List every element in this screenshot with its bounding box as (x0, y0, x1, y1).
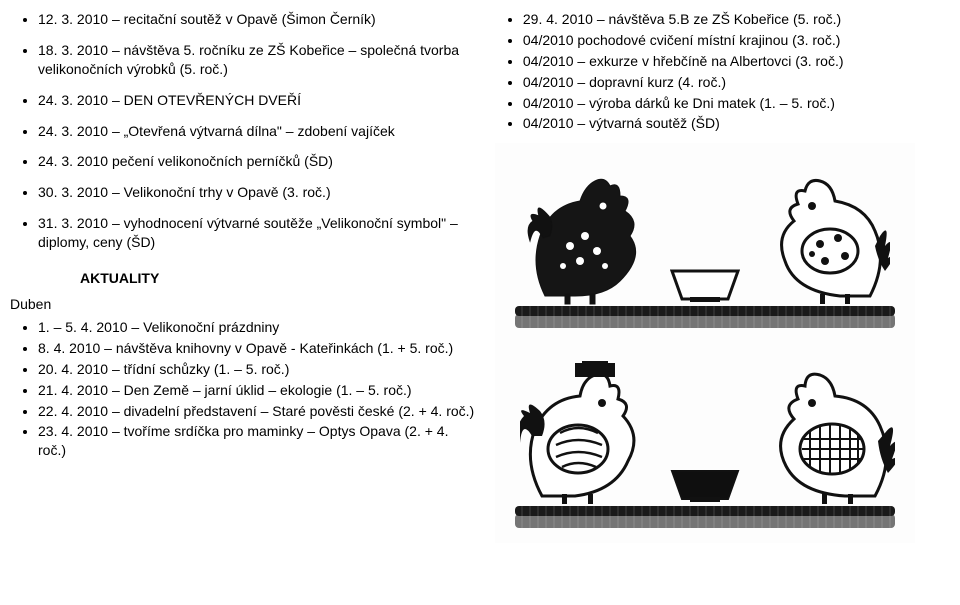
list-item: 24. 3. 2010 – „Otevřená výtvarná dílna" … (38, 122, 475, 141)
list-item: 29. 4. 2010 – návštěva 5.B ze ZŠ Kobeřic… (523, 10, 940, 29)
list-item: 04/2010 – výroba dárků ke Dni matek (1. … (523, 94, 940, 113)
list-item: 12. 3. 2010 – recitační soutěž v Opavě (… (38, 10, 475, 29)
list-item: 21. 4. 2010 – Den Země – jarní úklid – e… (38, 381, 475, 400)
list-item: 24. 3. 2010 pečení velikonočních perníčk… (38, 152, 475, 171)
list-item: 04/2010 pochodové cvičení místní krajino… (523, 31, 940, 50)
bowl-icon (670, 269, 740, 304)
hen-icon (750, 361, 895, 506)
list-item: 31. 3. 2010 – vyhodnocení výtvarné soutě… (38, 214, 475, 252)
list-item: 04/2010 – exkurze v hřebčíně na Albertov… (523, 52, 940, 71)
hen-icon (750, 166, 890, 306)
list-item: 1. – 5. 4. 2010 – Velikonoční prázdniny (38, 318, 475, 337)
left-list-1: 12. 3. 2010 – recitační soutěž v Opavě (… (10, 10, 475, 252)
list-item: 22. 4. 2010 – divadelní představení – St… (38, 402, 475, 421)
list-item: 04/2010 – výtvarná soutěž (ŠD) (523, 114, 940, 133)
base-bar-shadow (515, 314, 895, 328)
right-list: 29. 4. 2010 – návštěva 5.B ze ZŠ Kobeřic… (495, 10, 940, 133)
rooster-icon (520, 361, 655, 506)
list-item: 24. 3. 2010 – DEN OTEVŘENÝCH DVEŘÍ (38, 91, 475, 110)
list-item: 8. 4. 2010 – návštěva knihovny v Opavě -… (38, 339, 475, 358)
aktuality-heading: AKTUALITY (80, 270, 475, 286)
list-item: 04/2010 – dopravní kurz (4. roč.) (523, 73, 940, 92)
bowl-icon (670, 469, 740, 504)
list-item: 23. 4. 2010 – tvoříme srdíčka pro mamink… (38, 422, 475, 460)
rooster-icon (525, 166, 655, 306)
page: 12. 3. 2010 – recitační soutěž v Opavě (… (0, 0, 960, 605)
base-bar-shadow (515, 514, 895, 528)
list-item: 30. 3. 2010 – Velikonoční trhy v Opavě (… (38, 183, 475, 202)
left-column: 12. 3. 2010 – recitační soutěž v Opavě (… (10, 10, 495, 595)
right-column: 29. 4. 2010 – návštěva 5.B ze ZŠ Kobeřic… (495, 10, 940, 595)
duben-label: Duben (10, 296, 475, 312)
bird-row-bottom (515, 358, 895, 528)
left-list-2: 1. – 5. 4. 2010 – Velikonoční prázdniny … (10, 318, 475, 460)
list-item: 18. 3. 2010 – návštěva 5. ročníku ze ZŠ … (38, 41, 475, 79)
list-item: 20. 4. 2010 – třídní schůzky (1. – 5. ro… (38, 360, 475, 379)
bird-row-top (515, 158, 895, 328)
decorative-illustration (495, 143, 915, 543)
